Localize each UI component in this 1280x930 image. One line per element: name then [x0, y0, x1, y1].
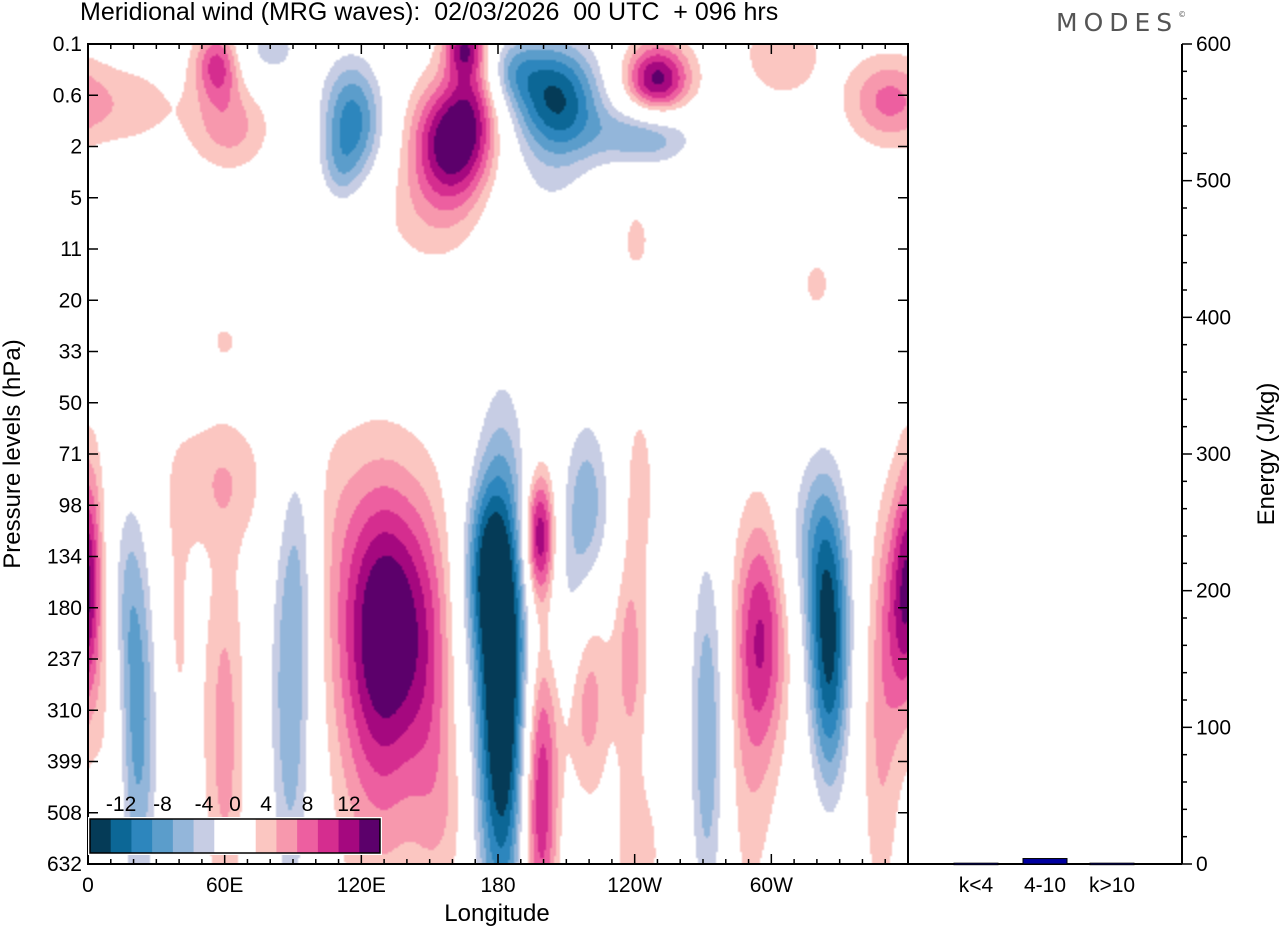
colorbar-label: 12: [337, 793, 360, 816]
colorbar-swatch: [90, 819, 112, 853]
energy-bar: [1089, 862, 1135, 866]
energy-bar: [953, 862, 999, 866]
contour-field: [88, 44, 908, 864]
pressure-tick-label: 20: [59, 289, 82, 312]
pressure-tick-label: 11: [60, 238, 82, 261]
pressure-tick-label: 50: [59, 392, 82, 415]
colorbar: -12 -8 -4 0 4 8 12: [88, 793, 382, 855]
pressure-tick-label: 5: [70, 187, 82, 210]
colorbar-label: -8: [153, 793, 172, 816]
colorbar-swatch: [276, 819, 298, 853]
energy-panel: 0 100 200 300 400 500 600 k<4 4-10 k>10: [908, 33, 1231, 897]
energy-tick-label: 600: [1196, 33, 1231, 56]
energy-axis-title: Energy (J/kg): [1253, 383, 1280, 526]
longitude-tick-label: 60E: [206, 874, 243, 897]
longitude-tick-label: 60W: [750, 874, 793, 897]
energy-axis: 0 100 200 300 400 500 600: [1182, 33, 1231, 876]
energy-tick-label: 300: [1196, 443, 1231, 466]
colorbar-label: -4: [195, 793, 214, 816]
colorbar-swatch: [235, 819, 257, 853]
energy-tick-label: 400: [1196, 306, 1231, 329]
colorbar-label: -12: [106, 793, 136, 816]
energy-bar: [1022, 858, 1068, 865]
colorbar-swatch: [255, 819, 277, 853]
pressure-tick-label: 134: [47, 546, 82, 569]
pressure-tick-label: 632: [47, 853, 82, 876]
modes-logo: MODES©: [1056, 8, 1186, 37]
colorbar-swatch: [110, 819, 132, 853]
copyright-mark: ©: [1178, 10, 1187, 19]
pressure-tick-label: 310: [47, 699, 82, 722]
energy-category-label: k<4: [959, 874, 994, 897]
colorbar-swatch: [172, 819, 195, 853]
colorbar-label: 8: [302, 793, 314, 816]
energy-tick-label: 200: [1196, 580, 1231, 603]
colorbar-swatch: [297, 819, 319, 853]
longitude-tick-label: 180: [480, 874, 515, 897]
longitude-tick-label: 0: [82, 874, 94, 897]
colorbar-label: 0: [229, 793, 241, 816]
pressure-tick-label: 98: [59, 494, 82, 517]
colorbar-frame: [89, 818, 381, 854]
colorbar-swatch: [152, 819, 174, 853]
pressure-tick-label: 508: [47, 802, 82, 825]
energy-bars: k<4 4-10 k>10: [953, 858, 1135, 897]
energy-category-label: k>10: [1089, 874, 1135, 897]
y-axis-title: Pressure levels (hPa): [0, 339, 26, 568]
energy-tick-label: 100: [1196, 716, 1231, 739]
longitude-tick-label: 120W: [607, 874, 662, 897]
colorbar-swatch: [317, 819, 340, 853]
wind-contour-image: [88, 44, 908, 864]
colorbar-swatch: [338, 819, 360, 853]
pressure-tick-label: 0.1: [53, 33, 82, 56]
longitude-tick-label: 120E: [337, 874, 386, 897]
pressure-tick-label: 71: [59, 443, 82, 466]
pressure-tick-label: 0.6: [53, 84, 82, 107]
pressure-tick-label: 399: [47, 751, 82, 774]
energy-tick-label: 500: [1196, 170, 1231, 193]
pressure-tick-label: 180: [47, 597, 82, 620]
longitude-axis: 0 60E 120E 180 120W 60W: [82, 44, 909, 897]
chart-title: Meridional wind (MRG waves): 02/03/2026 …: [80, 0, 779, 26]
colorbar-swatch: [131, 819, 153, 853]
modes-logo-text: MODES: [1056, 8, 1179, 37]
colorbar-label: 4: [260, 793, 272, 816]
colorbar-swatch: [214, 819, 236, 853]
colorbar-swatch: [359, 819, 381, 853]
pressure-tick-label: 237: [47, 648, 82, 671]
colorbar-swatch: [193, 819, 215, 853]
pressure-axis: 0.1 0.6 2 5 11 20 33 50 71 98 134 180 237 310 399 508 63…: [47, 33, 908, 876]
pressure-tick-label: 33: [59, 341, 82, 364]
x-axis-title: Longitude: [444, 900, 549, 927]
pressure-tick-label: 2: [70, 136, 82, 159]
energy-tick-label: 0: [1196, 853, 1208, 876]
energy-category-label: 4-10: [1024, 874, 1066, 897]
